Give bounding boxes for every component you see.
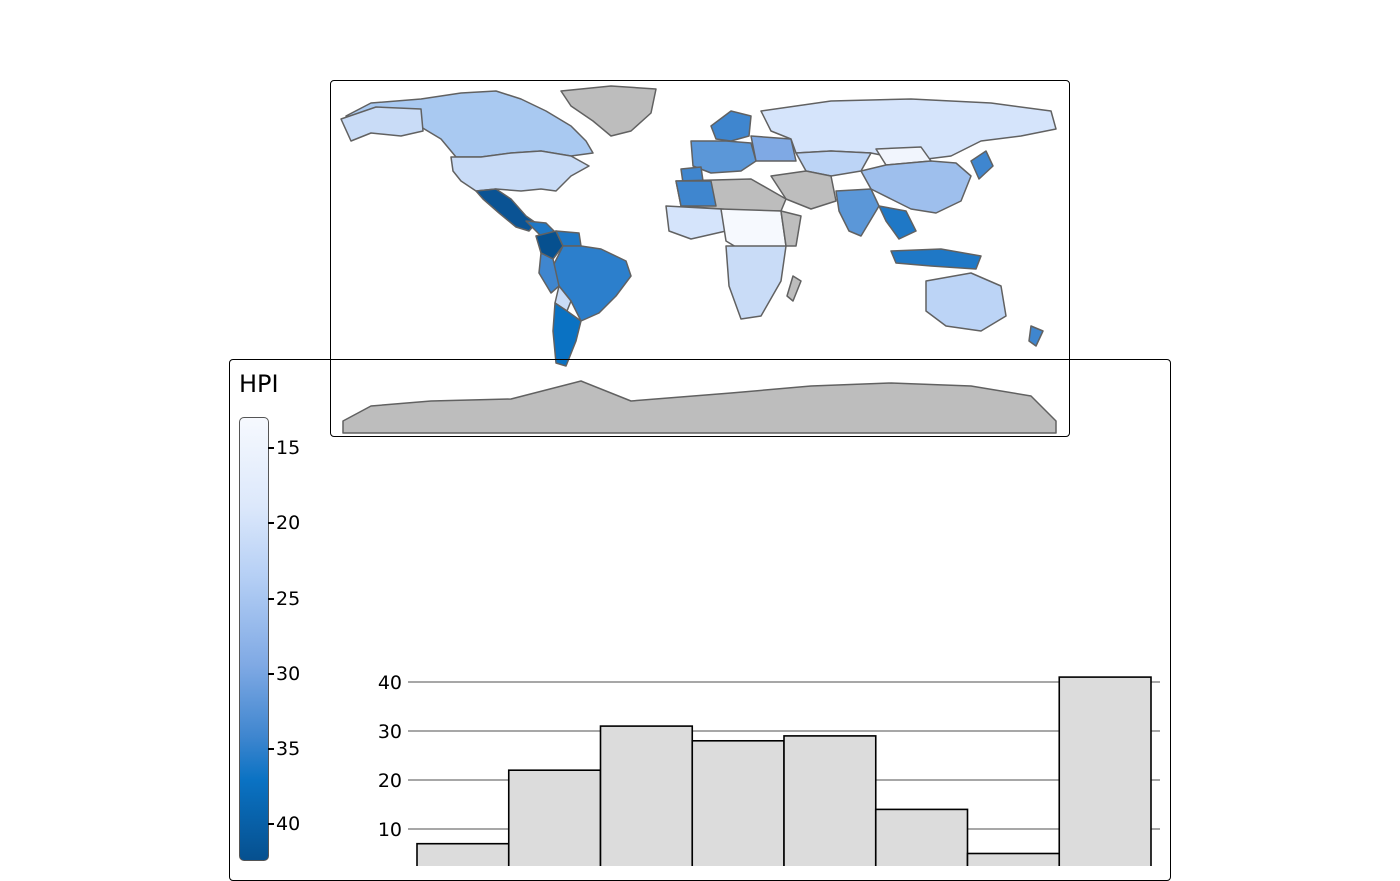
histogram-bar-2 [507, 769, 602, 866]
legend-tick-label: 20 [276, 512, 301, 534]
country-madagascar [786, 275, 802, 302]
country-greenland [560, 85, 657, 137]
histogram-bar-1 [416, 842, 510, 866]
legend-tick-15 [268, 447, 274, 449]
country-china [860, 160, 972, 214]
legend-tick-35 [268, 748, 274, 750]
country-antarctica [342, 380, 1057, 434]
y-tick-label: 30 [378, 721, 402, 743]
country-new-zealand [1028, 325, 1044, 347]
country-australia [925, 272, 1007, 332]
world-map [340, 85, 1057, 434]
legend-tick-20 [268, 522, 274, 524]
y-tick-label: 10 [378, 819, 402, 841]
legend-tick-40 [268, 823, 274, 825]
legend-tick-label: 15 [276, 437, 301, 459]
legend-tick-label: 25 [276, 588, 301, 610]
legend-title: HPI [239, 370, 279, 398]
histogram-bar-4 [691, 739, 785, 866]
country-japan [970, 150, 994, 180]
legend-tick-label: 30 [276, 663, 301, 685]
legend-colorbar [239, 417, 269, 861]
country-peru [538, 252, 560, 294]
country-west-africa [665, 205, 727, 240]
histogram-bar-3 [599, 725, 694, 866]
y-tick-label: 40 [378, 672, 402, 694]
country-india [835, 188, 880, 237]
histogram-bar-6 [874, 808, 969, 866]
country-colombia [535, 230, 564, 260]
legend-tick-30 [268, 673, 274, 675]
country-eastern-europe [750, 135, 797, 162]
legend-tick-25 [268, 598, 274, 600]
country-russia [760, 98, 1057, 162]
country-alaska [340, 106, 424, 142]
country-se-asia [878, 205, 917, 240]
country-east-africa [780, 210, 802, 247]
country-southern-africa [725, 245, 787, 320]
country-morocco-algeria [675, 180, 717, 207]
country-usa [450, 150, 590, 192]
legend-tick-label: 35 [276, 738, 301, 760]
country-canada [345, 90, 594, 158]
histogram-bar-8 [1058, 676, 1152, 866]
legend-tick-label: 40 [276, 813, 301, 835]
map-frame [330, 80, 1070, 437]
country-scandinavia [710, 110, 752, 142]
country-indonesia [890, 248, 982, 270]
histogram-bar-5 [783, 735, 877, 866]
country-argentina [552, 302, 582, 367]
histogram-bar-7 [966, 852, 1061, 866]
y-tick-label: 20 [378, 770, 402, 792]
